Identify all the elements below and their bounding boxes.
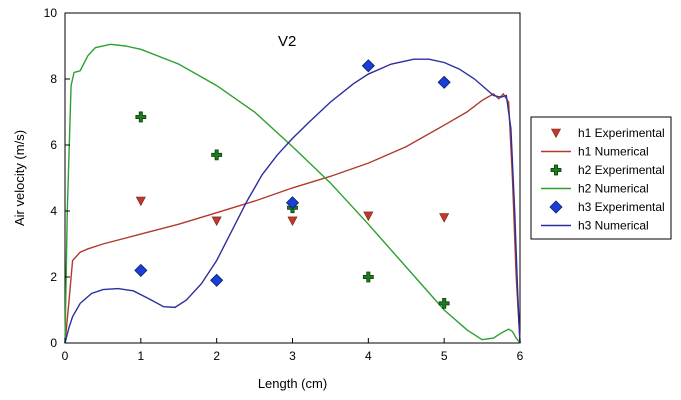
series-line-2 [64,92,521,344]
data-point [135,196,146,207]
data-point [439,213,450,223]
ticks-layer: 0 1 2 3 4 5 6 0 2 4 6 8 10 [44,6,524,363]
data-point [134,263,148,277]
legend-marker [549,200,563,214]
y-tick-label: 0 [50,336,57,350]
series-line-4 [64,43,521,344]
legend-box [530,116,672,240]
x-tick-label: 1 [137,349,144,363]
legend-marker [551,128,561,139]
series-line-6 [64,58,521,344]
data-point [285,196,300,210]
data-point [361,59,375,73]
x-tick-label: 6 [517,349,524,363]
data-point [210,273,224,287]
chart-title: V2 [278,33,296,50]
legend-entry-label: h3 Numerical [578,219,649,233]
data-point [135,111,147,123]
data-point [438,298,450,309]
data-point [437,75,451,89]
x-axis-title: Length (cm) [258,376,327,391]
legend-entry-label: h1 Numerical [578,145,649,159]
y-tick-label: 10 [44,6,58,20]
y-tick-label: 6 [50,138,57,152]
legend-entry-label: h2 Experimental [578,163,665,177]
plot-area [64,12,521,344]
x-tick-label: 0 [62,349,69,363]
y-tick-label: 8 [50,72,57,86]
series-layer [64,43,521,344]
legend: h1 Experimental h1 Numerical h2 Experiment… [530,116,672,240]
y-tick-label: 4 [50,204,57,218]
data-point [211,216,222,227]
x-tick-label: 2 [213,349,220,363]
y-tick-label: 2 [50,270,57,284]
y-axis-title: Air velocity (m/s) [12,130,27,226]
x-tick-label: 4 [365,349,372,363]
legend-entry-label: h3 Experimental [578,200,665,214]
data-point [287,216,298,227]
legend-entry-label: h1 Experimental [578,126,665,140]
data-point [362,271,374,283]
legend-entry-label: h2 Numerical [578,182,649,196]
data-point [211,149,223,161]
x-tick-label: 5 [441,349,448,363]
data-point [363,211,374,222]
x-tick-label: 3 [289,349,296,363]
legend-marker [550,164,562,176]
